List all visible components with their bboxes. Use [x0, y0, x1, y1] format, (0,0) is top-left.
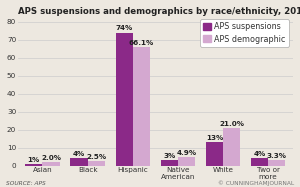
Text: 2.5%: 2.5% [86, 154, 106, 160]
Bar [206, 142, 223, 166]
Bar [25, 164, 42, 166]
Bar [133, 47, 150, 166]
Bar [116, 33, 133, 166]
Text: 1%: 1% [28, 157, 40, 163]
Bar [268, 160, 285, 166]
Text: APS suspensions and demographics by race/ethnicity, 2018-19: APS suspensions and demographics by race… [18, 7, 300, 16]
Text: 2.0%: 2.0% [41, 155, 61, 161]
Bar [42, 162, 60, 166]
Bar [223, 128, 240, 166]
Bar [88, 161, 105, 166]
Text: 3%: 3% [163, 153, 176, 159]
Text: 13%: 13% [206, 135, 223, 141]
Text: 4%: 4% [254, 151, 266, 157]
Text: 4%: 4% [73, 151, 85, 157]
Text: 66.1%: 66.1% [129, 40, 154, 46]
Text: SOURCE: APS: SOURCE: APS [6, 181, 46, 186]
Bar [251, 158, 268, 166]
Bar [161, 160, 178, 166]
Legend: APS suspensions, APS demographic: APS suspensions, APS demographic [200, 19, 289, 47]
Text: 4.9%: 4.9% [176, 150, 196, 156]
Text: 3.3%: 3.3% [267, 153, 287, 159]
Bar [70, 158, 88, 166]
Text: © CUNNINGHAMJOURNAL: © CUNNINGHAMJOURNAL [218, 180, 294, 186]
Bar [178, 157, 195, 166]
Text: 74%: 74% [116, 25, 133, 31]
Text: 21.0%: 21.0% [219, 121, 244, 127]
